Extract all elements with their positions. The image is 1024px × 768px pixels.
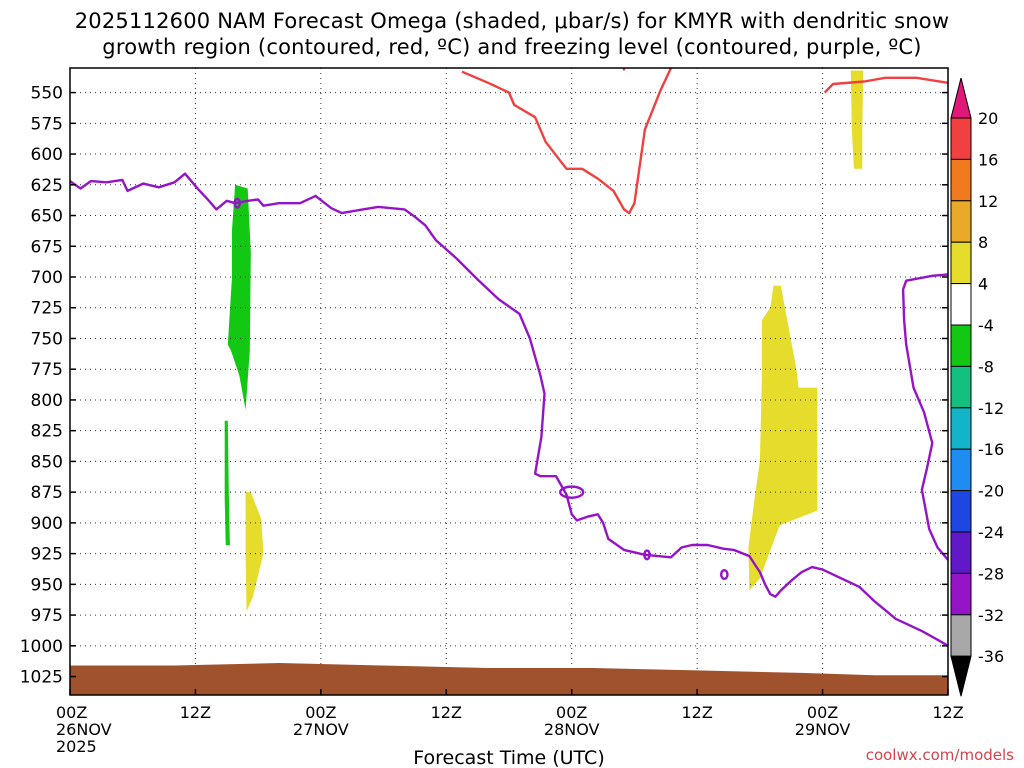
terrain-fill (70, 663, 948, 695)
colorbar-label-1: 16 (978, 150, 998, 169)
x-axis-label: Forecast Time (UTC) (413, 747, 604, 768)
x-tick-label-60-0: 12Z (681, 703, 712, 722)
y-tick-label-850: 850 (31, 452, 63, 472)
x-tick-label-84-0: 12Z (932, 703, 963, 722)
colorbar-bin-4 (950, 283, 972, 326)
colorbar-bin-7 (950, 407, 972, 450)
y-tick-label-1000: 1000 (20, 637, 63, 657)
colorbar-label-0: 20 (978, 109, 998, 128)
freezing-level-purple-2 (901, 273, 948, 561)
y-tick-label-750: 750 (31, 329, 63, 349)
x-tick-label-72-1: 29NOV (795, 720, 851, 739)
colorbar-label-3: 8 (978, 233, 988, 252)
y-tick-label-975: 975 (31, 606, 63, 626)
omega-region-0 (227, 184, 251, 410)
x-tick-label-48-0: 00Z (556, 703, 587, 722)
colorbar-label-7: -12 (978, 399, 1004, 418)
y-tick-label-725: 725 (31, 299, 63, 319)
x-tick-label-36-0: 12Z (431, 703, 462, 722)
x-tick-label-48-1: 28NOV (544, 720, 600, 739)
y-tick-label-575: 575 (31, 114, 63, 134)
y-tick-label-550: 550 (31, 84, 63, 104)
colorbar-bottom-triangle (950, 655, 972, 697)
y-tick-label-650: 650 (31, 207, 63, 227)
colorbar-label-2: 12 (978, 192, 998, 211)
colorbar-label-5: -4 (978, 316, 994, 335)
colorbar-label-8: -16 (978, 440, 1004, 459)
colorbar-label-4: 4 (978, 275, 988, 294)
freezing-loop-2 (643, 549, 651, 561)
plot-area (70, 68, 948, 695)
colorbar-bin-12 (950, 614, 972, 657)
colorbar-label-6: -8 (978, 357, 994, 376)
x-tick-label-24-1: 27NOV (293, 720, 349, 739)
colorbar-label-11: -28 (978, 564, 1004, 583)
y-tick-label-900: 900 (31, 514, 63, 534)
terrain (70, 663, 948, 695)
colorbar-bin-9 (950, 490, 972, 533)
y-tick-label-925: 925 (31, 545, 63, 565)
colorbar: 20 16 12 8 4 -4 -8 -12 -16 -20 -24 -28 -32 -36 (950, 77, 1004, 697)
x-tick-label-72-0: 00Z (807, 703, 838, 722)
y-tick-label-825: 825 (31, 422, 63, 442)
y-tick-label-800: 800 (31, 391, 63, 411)
y-tick-label-675: 675 (31, 237, 63, 257)
colorbar-label-9: -20 (978, 482, 1004, 501)
colorbar-label-10: -24 (978, 523, 1004, 542)
y-tick-label-775: 775 (31, 360, 63, 380)
freezing-loop-1 (559, 485, 585, 499)
colorbar-bin-3 (950, 241, 972, 285)
colorbar-bin-2 (950, 200, 972, 243)
y-tick-label-600: 600 (31, 145, 63, 165)
x-tick-label-0-1: 26NOV (56, 720, 112, 739)
y-tick-label-1025: 1025 (20, 668, 63, 688)
x-tick-label-0-0: 00Z (56, 703, 87, 722)
omega-region-4 (748, 285, 818, 591)
colorbar-bin-10 (950, 531, 972, 574)
x-tick-label-12-0: 12Z (180, 703, 211, 722)
y-tick-label-950: 950 (31, 575, 63, 595)
dendritic-contour-red (461, 68, 673, 215)
omega-region-3 (850, 70, 864, 169)
chart-title-line2: growth region (contoured, red, ºC) and f… (102, 35, 922, 59)
chart-title-line1: 2025112600 NAM Forecast Omega (shaded, μ… (74, 9, 950, 33)
site-credit: coolwx.com/models (865, 746, 1014, 764)
colorbar-label-13: -36 (978, 647, 1004, 666)
freezing-loop-0 (233, 197, 242, 209)
colorbar-bin-6 (950, 365, 972, 409)
freezing-loop-3 (719, 569, 729, 581)
freezing-level-purple (70, 172, 948, 647)
omega-region-2 (245, 492, 264, 612)
x-tick-label-0-2: 2025 (56, 737, 97, 756)
colorbar-top-triangle (950, 77, 972, 119)
omega-region-1 (224, 420, 230, 545)
colorbar-label-12: -32 (978, 606, 1004, 625)
y-tick-label-875: 875 (31, 483, 63, 503)
dendritic-contour-red-3 (823, 76, 948, 94)
contour-lines (70, 68, 948, 647)
axes: 550 575 600 625 650 675 700 725 750 775 800 825 850 8… (20, 84, 964, 756)
plot-frame (69, 67, 949, 696)
colorbar-bin-8 (950, 448, 972, 492)
colorbar-bin-1 (950, 158, 972, 202)
colorbar-bin-0 (950, 117, 972, 160)
omega-shading (224, 70, 864, 612)
y-tick-label-700: 700 (31, 268, 63, 288)
colorbar-bin-5 (950, 324, 972, 367)
colorbar-bin-11 (950, 572, 972, 616)
x-tick-label-24-0: 00Z (305, 703, 336, 722)
y-tick-label-625: 625 (31, 176, 63, 196)
